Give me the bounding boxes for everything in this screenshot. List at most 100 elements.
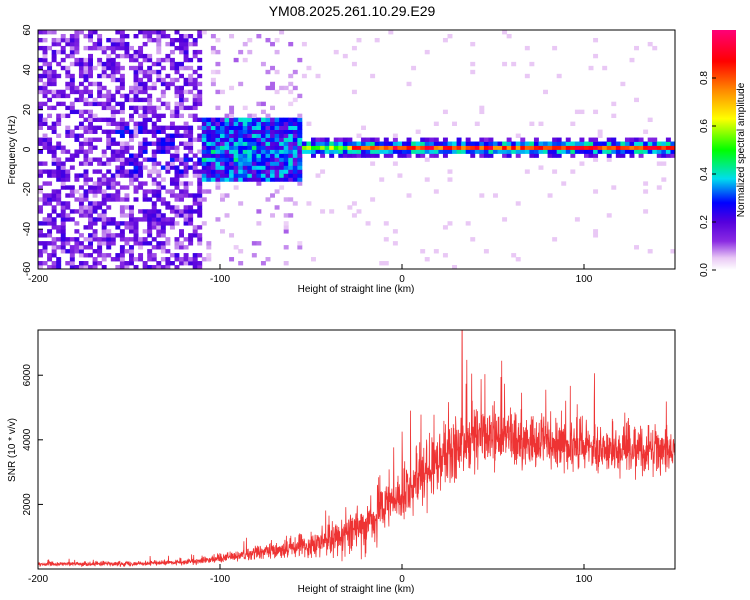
spectrogram-cell	[83, 141, 89, 146]
spectrogram-cell	[593, 229, 599, 234]
spectrogram-cell	[147, 249, 153, 254]
spectrogram-cell	[88, 149, 93, 154]
spectrogram-cell	[147, 117, 153, 123]
spectrogram-cell	[101, 201, 107, 206]
spectrogram-cell	[197, 241, 203, 246]
spectrogram-cell	[156, 265, 162, 270]
spectrogram-cell	[129, 129, 134, 134]
spectrogram-cell	[188, 149, 194, 154]
spectrogram-cell	[78, 241, 84, 246]
spectrogram-cell	[106, 197, 112, 202]
spectrogram-cell	[242, 169, 248, 174]
spectrogram-cell	[183, 253, 189, 258]
spectrogram-cell	[129, 153, 134, 158]
spectrogram-cell	[165, 237, 171, 242]
spectrogram-cell	[206, 165, 212, 170]
spectrogram-cell	[470, 69, 476, 75]
spectrogram-cell	[224, 169, 230, 174]
spectrogram-cell	[147, 105, 153, 111]
spectrogram-cell	[42, 217, 48, 222]
spectrogram-cell	[83, 97, 89, 103]
spectrogram-cell	[56, 93, 62, 99]
spectrogram-cell	[365, 149, 371, 154]
spectrogram-cell	[106, 181, 112, 186]
colorbar-tick-label: 0.4	[699, 167, 710, 181]
spectrogram-cell	[338, 145, 344, 150]
spectrogram-cell	[174, 213, 180, 218]
spectrogram-cell	[188, 57, 194, 63]
spectrogram-cell	[101, 189, 107, 194]
spectrogram-cell	[47, 169, 53, 174]
spectrogram-cell	[270, 173, 275, 178]
spectrogram-cell	[238, 161, 244, 166]
spectrogram-cell	[156, 129, 162, 134]
spectrogram-cell	[424, 177, 430, 182]
spectrogram-cell	[260, 177, 266, 182]
spectrogram-cell	[320, 149, 326, 154]
spectrogram-cell	[606, 149, 612, 154]
spectrogram-cell	[197, 65, 203, 71]
spectrogram-cell	[593, 137, 599, 142]
spectrogram-cell	[256, 209, 262, 214]
spectrogram-cell	[88, 205, 93, 210]
spectrogram-cell	[183, 49, 189, 55]
spectrogram-cell	[74, 137, 80, 142]
spectrogram-cell	[169, 141, 175, 146]
spectrogram-cell	[133, 81, 139, 87]
spectrogram-cell	[179, 73, 184, 79]
spectrogram-cell	[265, 113, 271, 119]
spectrogram-cell	[138, 253, 144, 258]
spectrogram-cell	[129, 65, 134, 71]
spectrogram-cell	[279, 129, 285, 134]
spectrogram-cell	[201, 153, 207, 158]
spectrogram-cell	[479, 109, 485, 115]
spectrogram-cell	[179, 97, 184, 103]
spectrogram-cell	[533, 149, 539, 154]
spectrogram-cell	[233, 177, 239, 182]
spectrogram-cell	[597, 141, 603, 146]
spectrogram-cell	[260, 161, 266, 166]
spectrogram-cell	[174, 197, 180, 202]
spectrogram-cell	[265, 117, 271, 123]
spectrogram-cell	[383, 137, 389, 142]
spectrogram-cell	[274, 189, 280, 194]
spectrogram-cell	[397, 141, 403, 146]
spectrogram-cell	[69, 157, 75, 162]
spectrogram-cell	[292, 129, 298, 134]
spectrogram-cell	[42, 73, 48, 79]
spectrogram-cell	[256, 169, 262, 174]
spectrogram-cell	[574, 145, 580, 150]
spectrogram-cell	[333, 141, 339, 146]
spectrogram-cell	[479, 105, 485, 111]
spectrogram-cell	[192, 113, 198, 119]
spectrogram-cell	[256, 221, 262, 226]
spectrogram-cell	[124, 249, 130, 254]
spectrogram-cell	[274, 169, 280, 174]
spectrogram-cell	[415, 153, 421, 158]
spectrogram-cell	[142, 237, 148, 242]
spectrogram-cell	[647, 117, 653, 123]
spectrogram-cell	[224, 129, 230, 134]
spectrogram-cell	[69, 101, 75, 107]
spectrogram-cell	[169, 217, 175, 222]
spectrogram-cell	[233, 57, 239, 63]
spectrogram-cell	[78, 109, 84, 115]
spectrogram-cell	[533, 153, 539, 158]
spectrogram-cell	[147, 189, 153, 194]
spectrogram-cell	[160, 257, 166, 262]
spectrogram-cell	[342, 149, 348, 154]
spectrogram-cell	[224, 173, 230, 178]
y-tick-label: 2000	[22, 493, 33, 516]
spectrogram-cell	[220, 117, 225, 123]
spectrogram-cell	[60, 145, 66, 150]
spectrogram-cell	[197, 30, 203, 35]
spectrogram-cell	[270, 41, 275, 47]
spectrogram-cell	[547, 149, 553, 154]
spectrogram-cell	[119, 45, 125, 51]
spectrogram-cell	[215, 129, 221, 134]
spectrogram-cell	[288, 121, 294, 126]
spectrogram-cell	[110, 181, 116, 186]
spectrogram-cell	[201, 30, 207, 35]
spectrogram-cell	[242, 157, 248, 162]
spectrogram-cell	[119, 197, 125, 202]
